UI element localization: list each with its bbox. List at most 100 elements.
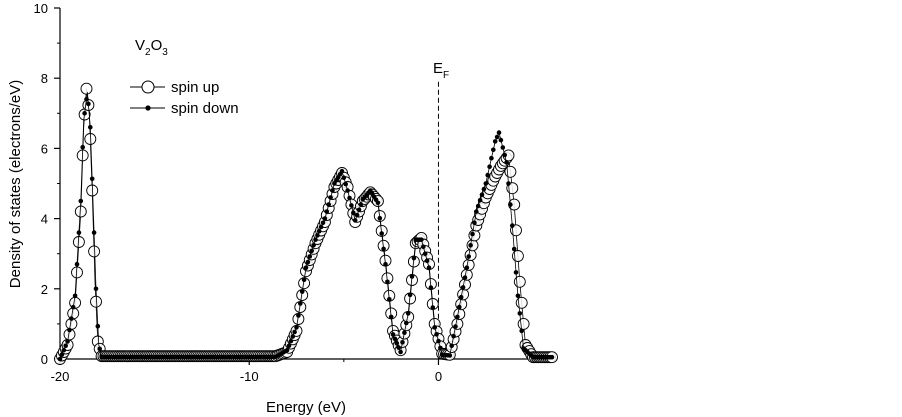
y-tick-label: 6 [41,141,48,156]
spin-down-marker [82,111,87,116]
formula-mid: O [151,37,163,54]
spin-down-marker [506,181,511,186]
spin-down-marker [398,349,403,355]
spin-down-marker [468,243,473,248]
spin-down-marker [330,188,335,193]
legend-label-spin-down: spin down [171,100,239,117]
spin-down-marker [500,145,506,150]
spin-down-marker [489,155,494,161]
spin-down-marker [479,192,485,197]
spin-down-marker [309,248,315,254]
spin-down-marker [458,294,464,300]
spin-down-marker [347,195,352,201]
legend-item-spin-up: spin up [130,79,219,96]
spin-down-marker [485,172,491,178]
spin-down-marker [472,220,477,226]
spin-down-marker [513,270,519,275]
spin-down-marker [89,176,95,182]
spin-down-marker [504,160,509,165]
spin-down-marker [387,297,392,302]
spin-down-marker [377,215,383,221]
spin-down-marker [328,195,333,200]
spin-down-marker [324,209,330,214]
spin-down-marker [93,286,99,292]
spin-down-marker [511,246,517,252]
spin-down-marker [470,231,475,237]
fermi-label-base: E [433,60,443,77]
formula-base: V [135,37,145,54]
spin-down-marker [375,200,381,206]
spin-down-marker [462,275,468,280]
spin-down-marker [411,255,417,261]
spin-down-marker [481,186,487,192]
spin-down-marker [67,327,72,333]
spin-up-marker [504,165,517,178]
spin-down-marker [409,274,415,279]
spin-down-marker [86,101,91,107]
spin-down-marker [299,289,305,294]
legend: spin up spin down [130,79,239,117]
spin-down-marker [61,347,67,353]
spin-down-marker [477,198,483,203]
spin-down-marker [322,216,328,221]
x-tick-label: 0 [435,369,442,384]
legend-item-spin-down: spin down [130,100,239,117]
spin-down-marker [294,325,299,330]
x-axis-label: Energy (eV) [266,399,346,416]
spin-down-marker [88,125,93,130]
spin-down-marker [97,346,102,352]
x-tick-label: -20 [51,369,70,384]
spin-down-marker [84,97,89,102]
spin-down-marker [65,339,70,344]
spin-down-marker [343,181,349,187]
spin-down-marker [315,233,320,238]
spin-down-marker [428,285,434,290]
spin-down-marker [381,246,386,252]
spin-down-marker [318,224,324,230]
spin-up-marker [88,245,101,258]
spin-down-marker [351,210,356,216]
spin-down-marker [502,152,508,158]
spin-down-marker [296,313,301,318]
spin-down-marker [491,147,496,153]
series-spin-down [57,92,555,362]
spin-down-marker [451,333,456,339]
spin-down-marker [432,325,438,330]
spin-down-marker [78,198,84,204]
spin-up-marker [90,295,102,308]
legend-marker-spin-down [145,105,151,111]
spin-down-marker [69,316,74,321]
spin-down-marker [95,323,101,329]
spin-down-marker [515,293,521,299]
spin-down-marker [455,314,460,320]
legend-label-spin-up: spin up [171,79,219,96]
spin-down-marker [313,237,318,242]
spin-down-marker [298,301,303,306]
spin-down-marker [436,338,441,344]
spin-down-marker [301,277,307,283]
spin-down-marker [422,251,428,256]
spin-down-marker [290,334,296,339]
spin-down-marker [419,237,424,242]
spin-down-marker [341,175,347,180]
y-ticks: 0 2 4 6 8 10 [34,1,60,367]
spin-down-marker [305,259,311,265]
spin-down-marker [466,254,472,259]
spin-down-marker [74,261,80,267]
spin-down-marker [339,168,345,174]
spin-down-marker [356,207,362,213]
spin-down-marker [80,144,85,150]
spin-down-marker [396,345,402,350]
spin-down-marker [390,332,396,337]
spin-down-marker [345,188,350,193]
spin-down-marker [388,314,394,320]
x-ticks: -20 -10 0 [51,359,534,384]
spin-down-marker [508,202,513,207]
spin-down-marker [63,343,68,349]
spin-down-marker [70,304,76,310]
spin-down-marker [549,354,555,360]
formula-sub-2: 3 [162,47,168,58]
spin-up-marker [468,229,481,242]
spin-down-marker [392,336,398,342]
fermi-label: EF [433,60,449,81]
